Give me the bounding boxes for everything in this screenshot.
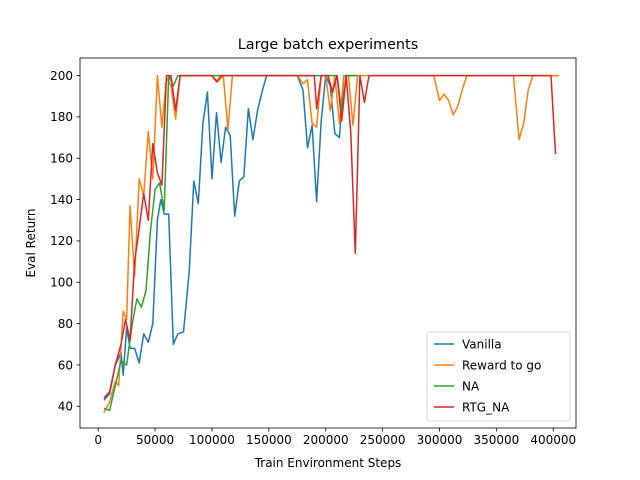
y-tick-label: 160 [50, 152, 73, 166]
y-tick-label: 180 [50, 110, 73, 124]
y-tick-label: 140 [50, 193, 73, 207]
x-tick-label: 250000 [360, 433, 406, 447]
legend-label: RTG_NA [462, 401, 510, 415]
plot-area-frame [79, 57, 577, 429]
legend: Vanilla Reward to go NA RTG_NA [426, 331, 571, 422]
y-tick-label: 80 [58, 317, 73, 331]
series-lines [103, 74, 559, 413]
chart-title: Large batch experiments [238, 37, 418, 53]
y-axis-ticks: 40 60 80 100 120 140 160 180 200 [50, 69, 80, 414]
legend-label: NA [462, 380, 480, 394]
series-line-rtg-na [103, 74, 557, 399]
x-tick-label: 0 [94, 433, 102, 447]
legend-label: Vanilla [462, 338, 502, 352]
legend-box [426, 331, 571, 422]
x-tick-label: 300000 [417, 433, 463, 447]
series-line-reward-to-go [103, 74, 559, 413]
x-tick-label: 150000 [246, 433, 292, 447]
y-tick-label: 200 [50, 69, 73, 83]
y-tick-label: 100 [50, 276, 73, 290]
legend-label: Reward to go [462, 359, 541, 373]
x-tick-label: 50000 [136, 433, 174, 447]
y-axis-title: Eval Return [24, 208, 38, 277]
y-tick-label: 40 [58, 400, 73, 414]
y-tick-label: 120 [50, 234, 73, 248]
y-tick-label: 60 [58, 358, 73, 372]
x-axis-title: Train Environment Steps [254, 456, 402, 470]
x-axis-ticks: 0 50000 100000 150000 200000 250000 300000 3500… [94, 428, 576, 447]
x-tick-label: 200000 [303, 433, 349, 447]
series-line-vanilla [103, 74, 358, 401]
x-tick-label: 100000 [189, 433, 235, 447]
x-tick-label: 350000 [473, 433, 519, 447]
x-tick-label: 400000 [530, 433, 576, 447]
